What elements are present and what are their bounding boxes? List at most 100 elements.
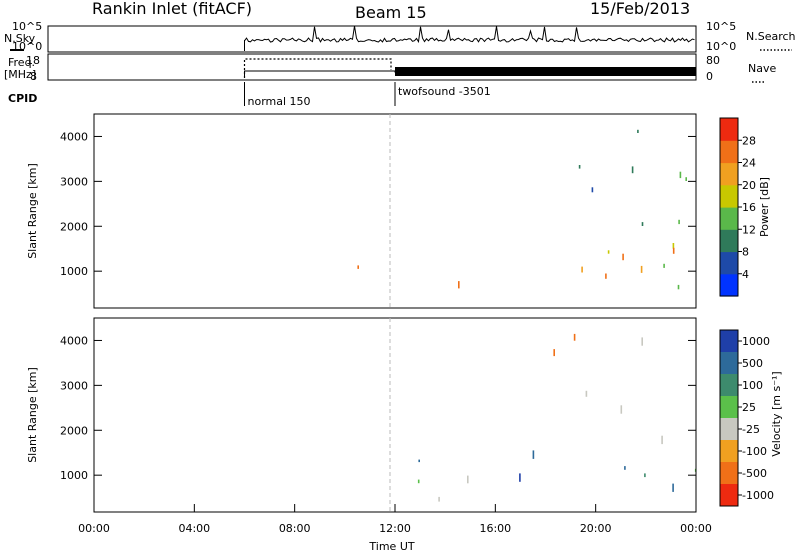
- power-cb-seg-7: [720, 118, 738, 141]
- power-cell-4: [605, 273, 607, 279]
- power-cb-seg-3: [720, 207, 738, 230]
- velocity-ytick-1: 2000: [60, 424, 88, 437]
- nave-label: Nave: [748, 62, 776, 75]
- velocity-cbtick-7: -1000: [742, 489, 774, 502]
- nsky-panel: N.Sky 10^5 10^0 10^5 10^0 N.Search: [4, 20, 796, 53]
- power-cell-17: [631, 166, 634, 174]
- xtick-5: 20:00: [580, 522, 612, 535]
- velocity-cbtick-4: -25: [742, 423, 760, 436]
- power-cell-11: [607, 250, 610, 254]
- station-title: Rankin Inlet (fitACF): [92, 0, 252, 18]
- power-cbtick-1: 8: [742, 246, 749, 259]
- xtick-2: 08:00: [279, 522, 311, 535]
- power-cb-seg-1: [720, 251, 738, 275]
- velocity-cell-11: [641, 337, 643, 346]
- velocity-colorbar: 1000 500 100 25 -25 -100 -500 -1000 Velocity [m…: [719, 329, 783, 507]
- date-title: 15/Feb/2013: [590, 0, 690, 18]
- power-cell-8: [663, 263, 665, 268]
- power-cbtick-5: 24: [742, 157, 756, 170]
- velocity-cbtick-2: 100: [742, 379, 763, 392]
- nsearch-tick-top: 10^5: [706, 20, 736, 33]
- freq-dotted-trace: [243, 58, 392, 78]
- power-ytick-1: 2000: [60, 220, 88, 233]
- power-cell-12: [677, 284, 680, 290]
- velocity-cell-7: [417, 479, 420, 484]
- power-ylabel: Slant Range [km]: [26, 163, 39, 259]
- velocity-cell-6: [624, 466, 626, 470]
- power-ytick-2: 3000: [60, 175, 88, 188]
- velocity-ytick-3: 4000: [60, 334, 88, 347]
- velocity-cbtick-1: 500: [742, 357, 763, 370]
- power-cb-seg-2: [720, 229, 738, 253]
- velocity-panel: Slant Range [km] 1000 2000 3000 4000 00:00 0…: [26, 317, 712, 553]
- velocity-cell-4: [532, 450, 535, 459]
- power-cell-2: [622, 253, 624, 261]
- cpid-label: CPID: [8, 92, 37, 105]
- power-cell-10: [641, 222, 644, 226]
- velocity-cbtick-6: -500: [742, 467, 767, 480]
- power-cb-seg-5: [720, 162, 738, 186]
- cpid-mode-normal: normal 150: [248, 95, 311, 108]
- nave-band: [395, 67, 696, 76]
- power-cell-1: [458, 281, 460, 289]
- power-cell-15: [578, 165, 581, 169]
- velocity-cb-seg-3: [720, 396, 738, 419]
- x-axis-label: Time UT: [368, 540, 414, 553]
- power-cell-0: [357, 265, 359, 269]
- power-cbtick-6: 28: [742, 134, 756, 147]
- velocity-cb-seg-5: [720, 440, 738, 463]
- power-colorbar: 4 8 12 16 20 24 28 Power [dB]: [719, 117, 771, 297]
- velocity-ylabel: Slant Range [km]: [26, 367, 39, 463]
- nsearch-tick-bottom: 10^0: [706, 40, 736, 53]
- velocity-cb-seg-2: [720, 374, 738, 397]
- freq-label-1: Freq.: [8, 56, 35, 69]
- velocity-cbtick-3: 25: [742, 401, 756, 414]
- velocity-cell-0: [438, 496, 440, 502]
- xtick-3: 12:00: [379, 522, 411, 535]
- xtick-6: 00:00: [680, 522, 712, 535]
- velocity-ytick-0: 1000: [60, 469, 88, 482]
- velocity-cell-13: [585, 390, 588, 397]
- power-cbtick-0: 4: [742, 268, 749, 281]
- velocity-cell-15: [620, 405, 623, 414]
- freq-panel: Freq. [MHz] 18 8 80 0 Nave: [4, 53, 776, 83]
- power-cell-6: [672, 247, 675, 254]
- power-cell-7: [678, 219, 680, 225]
- power-cell-13: [637, 129, 639, 133]
- nsky-tick-bottom: 10^0: [12, 40, 42, 53]
- nave-tick-top: 80: [706, 54, 720, 67]
- velocity-colorbar-label: Velocity [m s⁻¹]: [770, 371, 783, 456]
- xtick-4: 16:00: [479, 522, 511, 535]
- velocity-cell-2: [418, 459, 420, 463]
- velocity-cb-seg-6: [720, 462, 738, 485]
- power-cbtick-2: 12: [742, 223, 756, 236]
- velocity-cell-5: [661, 435, 663, 445]
- velocity-cell-14: [553, 349, 555, 357]
- xtick-1: 04:00: [178, 522, 210, 535]
- velocity-cell-9: [672, 483, 674, 492]
- power-colorbar-label: Power [dB]: [758, 177, 771, 237]
- velocity-cell-12: [573, 333, 576, 341]
- power-cell-5: [672, 243, 675, 249]
- power-cell-18: [685, 177, 687, 181]
- nsky-tick-top: 10^5: [12, 20, 42, 33]
- velocity-cb-seg-4: [720, 418, 738, 441]
- power-cb-seg-0: [720, 273, 738, 297]
- velocity-cb-seg-7: [720, 484, 738, 507]
- freq-label-2: [MHz]: [4, 68, 36, 81]
- velocity-cell-8: [644, 473, 646, 478]
- power-heatmap: [357, 129, 687, 290]
- power-cell-16: [679, 171, 682, 179]
- velocity-cbtick-5: -100: [742, 445, 767, 458]
- power-cb-seg-4: [720, 184, 738, 208]
- power-cell-14: [591, 187, 594, 193]
- power-ytick-3: 4000: [60, 130, 88, 143]
- nsearch-label: N.Search: [746, 30, 796, 43]
- nave-tick-bottom: 0: [706, 70, 713, 83]
- power-cbtick-3: 16: [742, 201, 756, 214]
- xtick-0: 00:00: [78, 522, 110, 535]
- power-cell-9: [581, 266, 583, 273]
- power-cb-seg-6: [720, 140, 738, 164]
- power-panel: Slant Range [km] 1000 2000 3000 4000: [26, 113, 697, 309]
